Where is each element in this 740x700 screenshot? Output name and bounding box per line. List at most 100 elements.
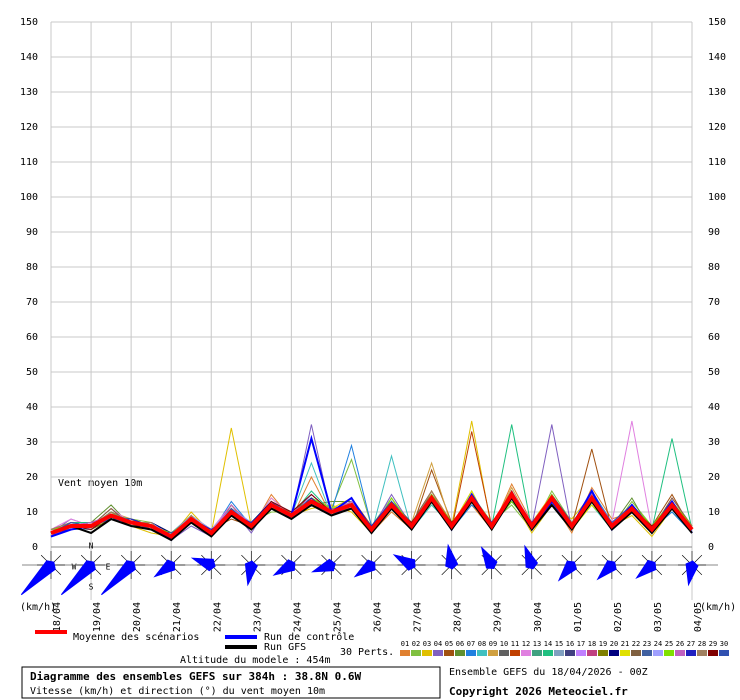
legend-label: 18	[588, 640, 596, 648]
altitude: Altitude du modele : 454m	[180, 655, 331, 666]
wind-rose	[153, 559, 176, 578]
legend-label: 21	[621, 640, 629, 648]
y-tick-label: 60	[26, 332, 38, 343]
legend-label: 22	[632, 640, 640, 648]
legend-label: 04	[434, 640, 442, 648]
x-tick-label: 02/05	[613, 602, 624, 632]
legend-swatch	[444, 650, 454, 656]
legend-swatch	[422, 650, 432, 656]
run-info: Ensemble GEFS du 18/04/2026 - 00Z	[449, 667, 648, 678]
wind-rose	[480, 546, 498, 569]
wind-rose	[596, 560, 617, 581]
legend-swatch	[411, 650, 421, 656]
x-tick-label: 23/04	[252, 602, 263, 632]
legend-swatch	[653, 650, 663, 656]
legend-swatch	[587, 650, 597, 656]
wind-rose	[635, 559, 657, 579]
y-tick-label: 100	[708, 192, 726, 203]
legend-swatch	[719, 650, 729, 656]
title-box	[21, 666, 441, 699]
legend-swatch	[631, 650, 641, 656]
y-tick-label: 140	[708, 52, 726, 63]
legend-swatch	[565, 650, 575, 656]
legend-label: 16	[566, 640, 574, 648]
y-tick-label: 50	[26, 367, 38, 378]
x-tick-label: 24/04	[292, 602, 303, 632]
legend-swatch	[521, 650, 531, 656]
wind-rose	[190, 557, 216, 572]
series-line	[50, 496, 693, 542]
legend-swatch	[598, 650, 608, 656]
y-tick-label: 110	[20, 157, 38, 168]
wind-rose	[353, 559, 376, 578]
unit-label: (km/h)	[700, 602, 736, 613]
legend-label: 13	[533, 640, 541, 648]
compass-label: N	[89, 542, 94, 551]
x-tick-label: 01/05	[573, 602, 584, 632]
legend-swatch	[554, 650, 564, 656]
legend-label: 08	[478, 640, 486, 648]
unit-label: (km/h)	[20, 602, 56, 613]
y-tick-label: 110	[708, 157, 726, 168]
chart-title: Diagramme des ensembles GEFS sur 384h : …	[30, 670, 362, 683]
legend-swatch	[477, 650, 487, 656]
legend-label: 26	[676, 640, 684, 648]
y-tick-label: 100	[20, 192, 38, 203]
legend-swatch	[576, 650, 586, 656]
wind-rose	[244, 560, 258, 587]
y-tick-label: 150	[708, 17, 726, 28]
x-tick-label: 22/04	[212, 602, 223, 632]
legend-label: 19	[599, 640, 607, 648]
legend-label: 28	[698, 640, 706, 648]
legend-label: 03	[423, 640, 431, 648]
legend-label: 12	[522, 640, 530, 648]
annotation: Vent moyen 10m	[58, 478, 142, 489]
wind-rose	[685, 560, 699, 587]
legend-label: 10	[500, 640, 508, 648]
legend-label: 15	[555, 640, 563, 648]
legend-label: Moyenne des scénarios	[73, 631, 199, 643]
wind-rose	[524, 544, 539, 570]
x-tick-label: 30/04	[533, 602, 544, 632]
legend-label: 25	[665, 640, 673, 648]
x-tick-label: 21/04	[172, 602, 183, 632]
y-tick-label: 20	[708, 472, 720, 483]
legend-swatch	[686, 650, 696, 656]
legend-label: 09	[489, 640, 497, 648]
compass-label: W	[72, 563, 77, 572]
legend-label: 05	[445, 640, 453, 648]
y-tick-label: 10	[26, 507, 38, 518]
y-tick-label: 10	[708, 507, 720, 518]
legend-swatch	[642, 650, 652, 656]
y-tick-label: 0	[32, 542, 38, 553]
x-tick-label: 25/04	[332, 602, 343, 632]
legend-swatch	[488, 650, 498, 656]
x-tick-label: 28/04	[453, 602, 464, 632]
y-tick-label: 120	[20, 122, 38, 133]
y-tick-label: 30	[26, 437, 38, 448]
legend-label: 14	[544, 640, 552, 648]
legend-swatch	[609, 650, 619, 656]
x-tick-label: 04/05	[693, 602, 704, 632]
y-tick-label: 80	[26, 262, 38, 273]
y-tick-label: 120	[708, 122, 726, 133]
y-tick-label: 40	[26, 402, 38, 413]
y-tick-label: 90	[708, 227, 720, 238]
y-tick-label: 90	[26, 227, 38, 238]
series-line	[50, 490, 694, 539]
y-tick-label: 60	[708, 332, 720, 343]
legend-swatch	[543, 650, 553, 656]
legend-label: 07	[467, 640, 475, 648]
wind-rose	[101, 560, 136, 596]
legend-label: 20	[610, 640, 618, 648]
x-tick-label: 27/04	[413, 602, 424, 632]
legend-label: 11	[511, 640, 519, 648]
legend-label: 29	[709, 640, 717, 648]
y-tick-label: 150	[20, 17, 38, 28]
wind-rose	[445, 543, 459, 570]
copyright: Copyright 2026 Meteociel.fr	[449, 685, 628, 698]
y-tick-label: 30	[708, 437, 720, 448]
legend-swatch	[433, 650, 443, 656]
legend-label: 24	[654, 640, 662, 648]
